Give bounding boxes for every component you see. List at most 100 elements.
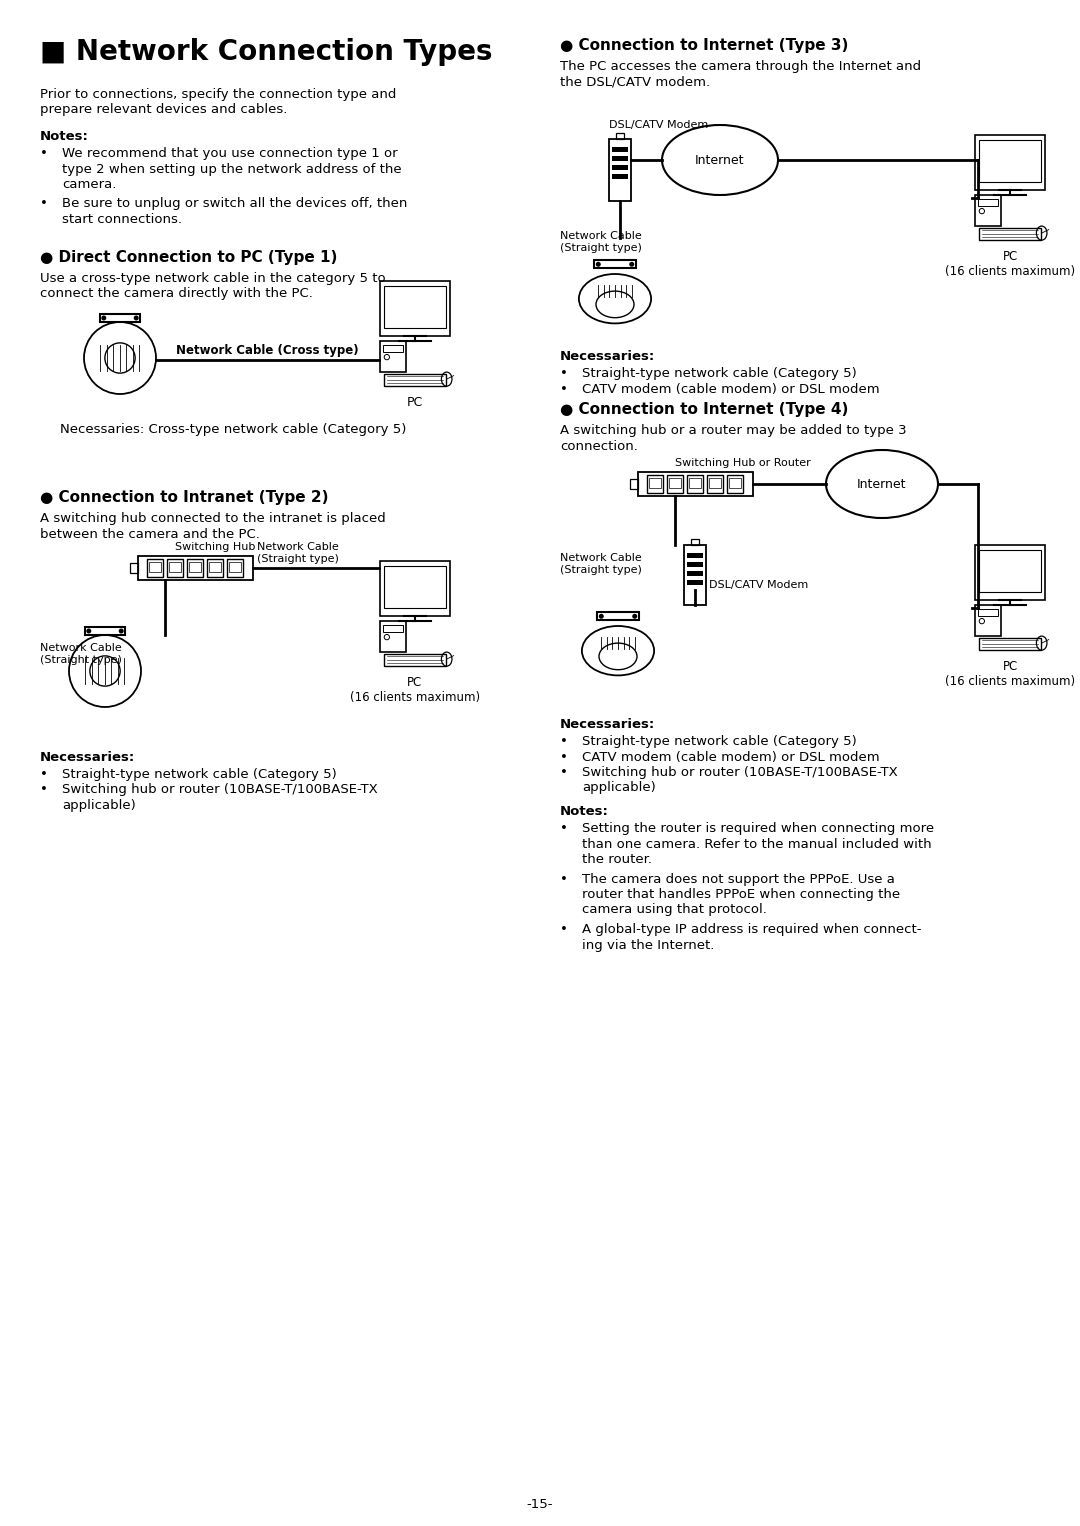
Text: ing via the Internet.: ing via the Internet. (582, 938, 714, 952)
Text: DSL/CATV Modem: DSL/CATV Modem (609, 121, 708, 130)
Text: -15-: -15- (527, 1499, 553, 1511)
Text: Be sure to unplug or switch all the devices off, then: Be sure to unplug or switch all the devi… (62, 197, 407, 211)
Bar (707, 475, 723, 493)
Text: Setting the router is required when connecting more: Setting the router is required when conn… (582, 823, 934, 835)
Bar (708, 478, 721, 488)
Bar (669, 478, 681, 488)
Bar (100, 314, 139, 322)
Bar (975, 606, 1001, 636)
Bar (975, 195, 1001, 226)
Text: The camera does not support the PPPoE. Use a: The camera does not support the PPPoE. U… (582, 873, 895, 885)
Text: between the camera and the PC.: between the camera and the PC. (40, 528, 260, 540)
Text: PC: PC (407, 397, 423, 409)
Text: Necessaries:: Necessaries: (561, 349, 656, 363)
Bar (980, 227, 1041, 240)
Bar (975, 136, 1045, 191)
Bar (687, 475, 703, 493)
Text: DSL/CATV Modem: DSL/CATV Modem (708, 580, 808, 591)
Circle shape (134, 316, 138, 320)
Circle shape (598, 613, 604, 620)
Bar (667, 475, 683, 493)
Text: Notes:: Notes: (40, 130, 89, 143)
Bar (637, 472, 753, 496)
Text: •: • (561, 873, 568, 885)
Text: ● Connection to Internet (Type 3): ● Connection to Internet (Type 3) (561, 38, 849, 53)
Bar (384, 374, 446, 386)
Bar (229, 562, 241, 572)
Text: start connections.: start connections. (62, 214, 183, 226)
Circle shape (119, 629, 124, 633)
Text: applicable): applicable) (582, 781, 656, 795)
Text: Switching hub or router (10BASE-T/100BASE-TX: Switching hub or router (10BASE-T/100BAS… (62, 783, 378, 797)
Text: A switching hub or a router may be added to type 3: A switching hub or a router may be added… (561, 424, 906, 436)
Bar (612, 165, 627, 169)
Text: than one camera. Refer to the manual included with: than one camera. Refer to the manual inc… (582, 838, 932, 850)
Bar (380, 342, 406, 372)
Text: Prior to connections, specify the connection type and: Prior to connections, specify the connec… (40, 89, 396, 101)
Bar (687, 580, 703, 584)
Bar (612, 174, 627, 179)
Bar (980, 549, 1041, 592)
Text: •: • (561, 366, 568, 380)
Bar (727, 475, 743, 493)
Text: the router.: the router. (582, 853, 652, 865)
Bar (980, 140, 1041, 182)
Text: connect the camera directly with the PC.: connect the camera directly with the PC. (40, 287, 313, 301)
Bar (597, 612, 639, 620)
Text: router that handles PPPoE when connecting the: router that handles PPPoE when connectin… (582, 888, 900, 900)
Text: Network Cable
(Straight type): Network Cable (Straight type) (561, 552, 642, 575)
Bar (647, 475, 663, 493)
Text: applicable): applicable) (62, 800, 136, 812)
Text: prepare relevant devices and cables.: prepare relevant devices and cables. (40, 104, 287, 116)
Text: Straight-type network cable (Category 5): Straight-type network cable (Category 5) (62, 768, 337, 781)
Text: Use a cross-type network cable in the category 5 to: Use a cross-type network cable in the ca… (40, 272, 386, 285)
Text: A switching hub connected to the intranet is placed: A switching hub connected to the intrane… (40, 513, 386, 525)
Text: •: • (561, 751, 568, 763)
Bar (380, 621, 406, 652)
Text: Network Cable
(Straight type): Network Cable (Straight type) (40, 642, 122, 665)
Text: Necessaries:: Necessaries: (561, 719, 656, 731)
Bar (689, 478, 701, 488)
Bar (189, 562, 201, 572)
Bar (187, 559, 203, 577)
Bar (978, 198, 998, 206)
Bar (168, 562, 181, 572)
Text: ● Connection to Intranet (Type 2): ● Connection to Intranet (Type 2) (40, 490, 328, 505)
Bar (85, 627, 125, 635)
Text: •: • (40, 783, 48, 797)
Text: Switching Hub: Switching Hub (175, 542, 255, 552)
Text: Straight-type network cable (Category 5): Straight-type network cable (Category 5) (582, 736, 856, 748)
Text: CATV modem (cable modem) or DSL modem: CATV modem (cable modem) or DSL modem (582, 751, 879, 763)
Text: Network Cable
(Straight type): Network Cable (Straight type) (257, 542, 339, 563)
Bar (612, 146, 627, 153)
Text: •: • (561, 766, 568, 778)
Text: ● Direct Connection to PC (Type 1): ● Direct Connection to PC (Type 1) (40, 250, 337, 266)
Bar (978, 609, 998, 617)
Bar (384, 653, 446, 667)
Text: Notes:: Notes: (561, 806, 609, 818)
Text: PC
(16 clients maximum): PC (16 clients maximum) (945, 661, 1075, 688)
Bar (130, 563, 137, 572)
Bar (210, 562, 221, 572)
Text: •: • (40, 146, 48, 160)
Text: •: • (40, 768, 48, 781)
Text: Necessaries:: Necessaries: (40, 751, 135, 765)
Text: CATV modem (cable modem) or DSL modem: CATV modem (cable modem) or DSL modem (582, 383, 879, 395)
Text: ● Connection to Internet (Type 4): ● Connection to Internet (Type 4) (561, 401, 849, 417)
Bar (612, 156, 627, 162)
Text: camera.: camera. (62, 179, 117, 191)
Text: •: • (561, 823, 568, 835)
Bar (687, 571, 703, 575)
Circle shape (630, 262, 634, 267)
Text: Straight-type network cable (Category 5): Straight-type network cable (Category 5) (582, 366, 856, 380)
Bar (384, 566, 446, 607)
Bar (380, 562, 450, 617)
Bar (384, 285, 446, 328)
Bar (383, 624, 403, 632)
Text: Internet: Internet (696, 154, 745, 166)
Bar (380, 281, 450, 336)
Bar (616, 133, 624, 139)
Bar (137, 555, 253, 580)
Text: •: • (40, 197, 48, 211)
Bar (207, 559, 222, 577)
